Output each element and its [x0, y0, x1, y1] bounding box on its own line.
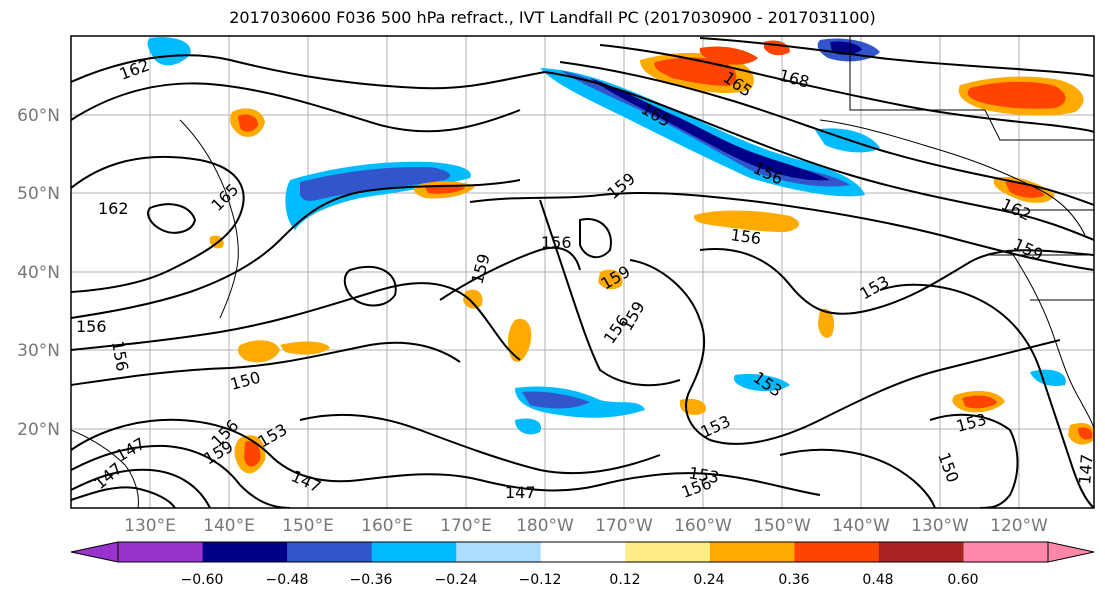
plot-frame	[70, 35, 1095, 509]
colorbar-segment	[625, 542, 711, 562]
colorbar-tick-label: −0.36	[350, 572, 393, 588]
lon-label: 170°E	[440, 516, 492, 536]
map-title: 2017030600 F036 500 hPa refract., IVT La…	[229, 8, 876, 27]
colorbar-tick-label: 0.60	[947, 572, 978, 588]
colorbar-tick-label: −0.24	[435, 572, 478, 588]
contour-labels: 162 165 168 165 162 165 156 159 156 156 …	[76, 55, 1097, 502]
contour-label: 147	[505, 483, 536, 502]
lon-label: 130°E	[124, 516, 176, 536]
height-contours	[71, 37, 1094, 508]
colorbar-tick-label: 0.24	[693, 572, 724, 588]
colorbar-segment	[878, 542, 964, 562]
contour-label: 147	[1075, 453, 1097, 485]
colorbar-tick-label: −0.48	[266, 572, 309, 588]
colorbar-segment	[118, 542, 204, 562]
latitude-labels: 60°N 50°N 40°N 30°N 20°N	[17, 106, 60, 440]
contour-label: 156	[729, 225, 762, 248]
colorbar-segment	[963, 542, 1049, 562]
lon-label: 150°E	[282, 516, 334, 536]
lon-label: 130°W	[911, 516, 969, 536]
lat-label: 50°N	[17, 184, 60, 204]
colorbar-segment	[202, 542, 288, 562]
colorbar-segment	[709, 542, 795, 562]
lon-label: 180°W	[516, 516, 574, 536]
colorbar-segment	[287, 542, 373, 562]
colorbar-segment	[540, 542, 626, 562]
colorbar-tick-label: 0.48	[862, 572, 893, 588]
colorbar-tick-label: 0.12	[609, 572, 640, 588]
colorbar	[70, 541, 1095, 563]
shaded-refractivity-field	[147, 37, 1094, 474]
lon-label: 120°W	[990, 516, 1048, 536]
longitude-labels: 130°E 140°E 150°E 160°E 170°E 180°W 170°…	[124, 516, 1048, 536]
lat-label: 40°N	[17, 263, 60, 283]
lat-label: 60°N	[17, 106, 60, 126]
lon-label: 140°E	[203, 516, 255, 536]
colorbar-extend-min	[70, 541, 119, 563]
lon-label: 150°W	[753, 516, 811, 536]
lon-label: 140°W	[832, 516, 890, 536]
colorbar-tick-label: −0.12	[519, 572, 562, 588]
colorbar-tick-label: 0.36	[778, 572, 809, 588]
lat-label: 20°N	[17, 420, 60, 440]
lon-label: 160°E	[361, 516, 413, 536]
contour-label: 162	[98, 199, 129, 218]
contour-label: 156	[76, 317, 107, 336]
colorbar-ticks: −0.60 −0.48 −0.36 −0.24 −0.12 0.12 0.24 …	[181, 572, 979, 588]
lon-label: 170°W	[595, 516, 653, 536]
colorbar-segment	[456, 542, 542, 562]
lon-label: 160°W	[674, 516, 732, 536]
colorbar-border	[117, 541, 1049, 563]
colorbar-segment	[371, 542, 457, 562]
colorbar-segment	[794, 542, 880, 562]
colorbar-extend-max	[1047, 541, 1095, 563]
lat-label: 30°N	[17, 341, 60, 361]
colorbar-tick-label: −0.60	[181, 572, 224, 588]
contour-label: 156	[541, 233, 572, 252]
gridlines	[71, 36, 1094, 508]
coastlines	[71, 36, 1094, 508]
